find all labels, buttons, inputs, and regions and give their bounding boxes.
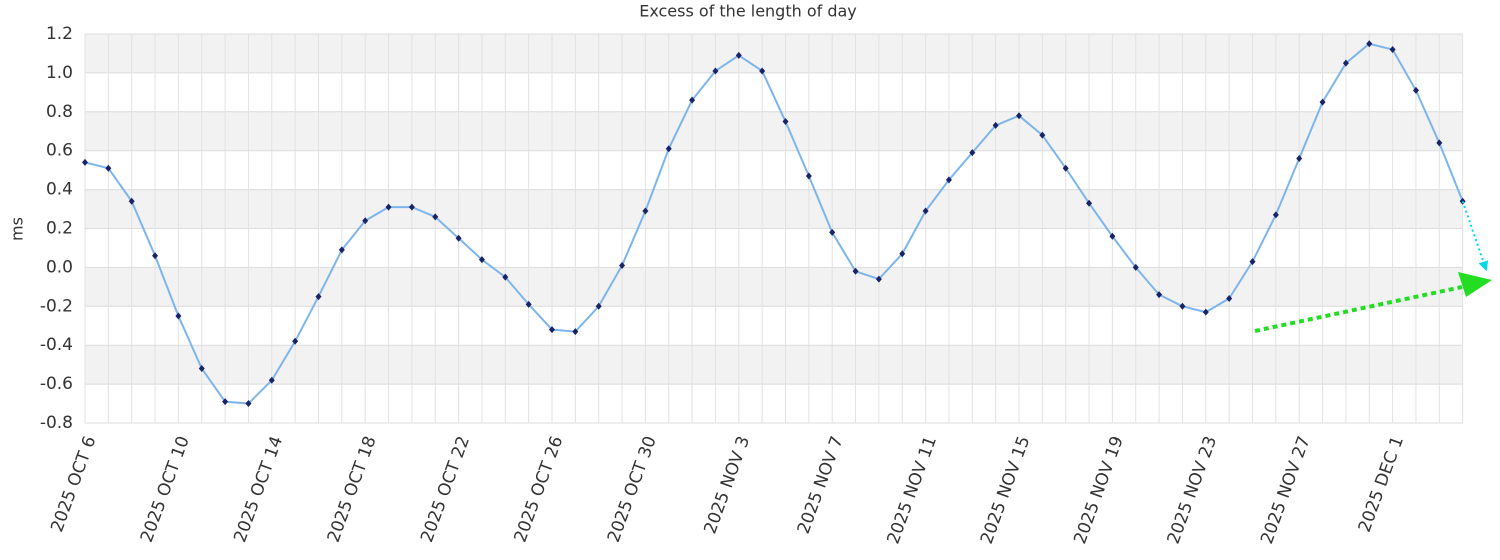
point-marker	[408, 203, 415, 211]
y-tick-label: 0.8	[46, 102, 73, 122]
point-marker	[222, 398, 229, 406]
y-tick-label: 0.4	[46, 180, 73, 200]
y-tick-label: -0.4	[40, 335, 73, 355]
point-marker	[1202, 308, 1209, 316]
x-tick-label: 2025 NOV 23	[1164, 434, 1221, 547]
point-marker	[105, 164, 112, 172]
point-marker	[969, 149, 976, 157]
point-marker	[619, 261, 626, 269]
point-marker	[665, 145, 672, 153]
point-marker	[1366, 40, 1373, 48]
y-tick-label: 0.2	[46, 219, 73, 239]
grid-band	[85, 267, 1463, 307]
grid-band	[85, 189, 1463, 229]
point-marker	[1086, 199, 1093, 207]
point-marker	[1412, 86, 1419, 94]
point-marker	[549, 326, 555, 334]
series-line	[84, 42, 1464, 405]
point-marker	[1319, 98, 1326, 106]
x-tick-label: 2025 OCT 14	[230, 434, 287, 545]
point-marker	[805, 172, 812, 180]
x-tick-label: 2025 OCT 6	[47, 434, 100, 535]
point-marker	[362, 217, 369, 225]
point-marker	[1132, 263, 1139, 271]
point-marker	[1436, 139, 1443, 147]
point-marker	[1016, 112, 1022, 120]
point-marker	[595, 302, 602, 310]
point-marker	[875, 275, 882, 283]
point-marker	[1062, 164, 1069, 172]
point-marker	[338, 246, 345, 254]
point-marker	[852, 267, 859, 275]
point-marker	[455, 234, 462, 242]
point-marker	[175, 312, 182, 320]
y-tick-label: 0.6	[46, 141, 73, 161]
y-tick-label: -0.2	[40, 296, 73, 316]
x-tick-label: 2025 NOV 7	[794, 434, 848, 537]
x-tick-label: 2025 OCT 18	[324, 434, 381, 545]
point-marker	[1156, 291, 1163, 299]
point-marker	[268, 376, 275, 384]
y-tick-label: 1.0	[46, 63, 73, 83]
x-tick-label: 2025 OCT 10	[137, 434, 194, 545]
point-marker	[385, 203, 392, 211]
point-marker	[992, 121, 999, 129]
point-marker	[432, 213, 439, 221]
y-tick-label: 1.2	[46, 24, 73, 44]
point-marker	[1039, 131, 1046, 139]
point-marker	[689, 96, 696, 104]
point-marker	[899, 250, 906, 258]
y-axis-label: ms	[8, 217, 27, 241]
x-tick-label: 2025 NOV 3	[700, 434, 754, 537]
grid-band	[85, 111, 1463, 151]
point-marker	[152, 252, 159, 260]
point-marker	[782, 118, 789, 126]
grid-band	[85, 345, 1463, 385]
point-marker	[1389, 46, 1396, 54]
point-marker	[642, 207, 649, 215]
annotation-arrow	[1254, 272, 1492, 333]
point-marker	[945, 176, 952, 184]
point-marker	[478, 256, 485, 264]
x-tick-label: 2025 NOV 15	[977, 434, 1034, 547]
point-marker	[572, 328, 579, 336]
point-marker	[525, 300, 532, 308]
point-marker	[1179, 302, 1186, 310]
point-marker	[759, 67, 766, 75]
x-tick-label: 2025 OCT 22	[417, 434, 474, 545]
point-marker	[735, 51, 742, 59]
point-marker	[198, 365, 205, 373]
point-marker	[1226, 295, 1233, 303]
x-tick-label: 2025 OCT 30	[604, 434, 661, 545]
point-marker	[292, 337, 299, 345]
arrow-head	[1458, 272, 1492, 297]
y-tick-label: -0.6	[40, 374, 73, 394]
x-tick-label: 2025 NOV 27	[1257, 434, 1314, 547]
point-marker	[315, 293, 322, 301]
point-marker	[128, 197, 135, 205]
x-tick-label: 2025 NOV 19	[1070, 434, 1127, 547]
point-marker	[1249, 258, 1256, 266]
x-tick-label: 2025 DEC 1	[1355, 434, 1408, 535]
y-tick-label: -0.8	[40, 413, 73, 433]
point-marker	[1272, 211, 1279, 219]
chart-title: Excess of the length of day	[639, 2, 857, 21]
point-marker	[712, 67, 719, 75]
x-tick-label: 2025 NOV 11	[884, 434, 941, 547]
x-tick-label: 2025 OCT 26	[511, 434, 568, 545]
point-marker	[1109, 232, 1116, 240]
plot-background: -0.8 -0.6 -0.4 -0.2 0.0 0.2 0.4 0.6 0.8 1.0 1.2 202…	[40, 24, 1464, 547]
point-marker	[1296, 154, 1303, 162]
series-line	[1461, 200, 1489, 272]
grid-band	[85, 34, 1463, 73]
plot	[82, 40, 1489, 408]
point-marker	[922, 207, 929, 215]
point-marker	[82, 158, 88, 166]
point-marker	[245, 400, 252, 408]
point-marker	[502, 273, 509, 281]
point-marker	[1342, 59, 1349, 67]
y-tick-label: 0.0	[46, 257, 73, 277]
point-marker	[829, 228, 836, 236]
